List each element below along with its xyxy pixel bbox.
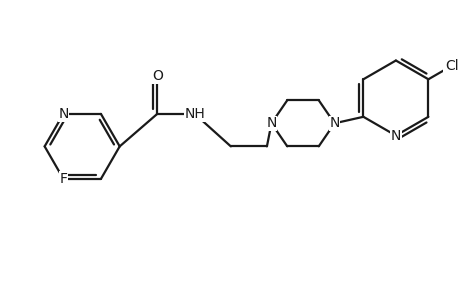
Text: N: N (266, 116, 276, 130)
Text: NH: NH (184, 107, 205, 121)
Text: O: O (151, 69, 162, 83)
Text: Cl: Cl (444, 58, 458, 73)
Text: N: N (329, 116, 339, 130)
Text: N: N (390, 129, 400, 142)
Text: N: N (58, 107, 68, 121)
Text: F: F (59, 172, 67, 186)
